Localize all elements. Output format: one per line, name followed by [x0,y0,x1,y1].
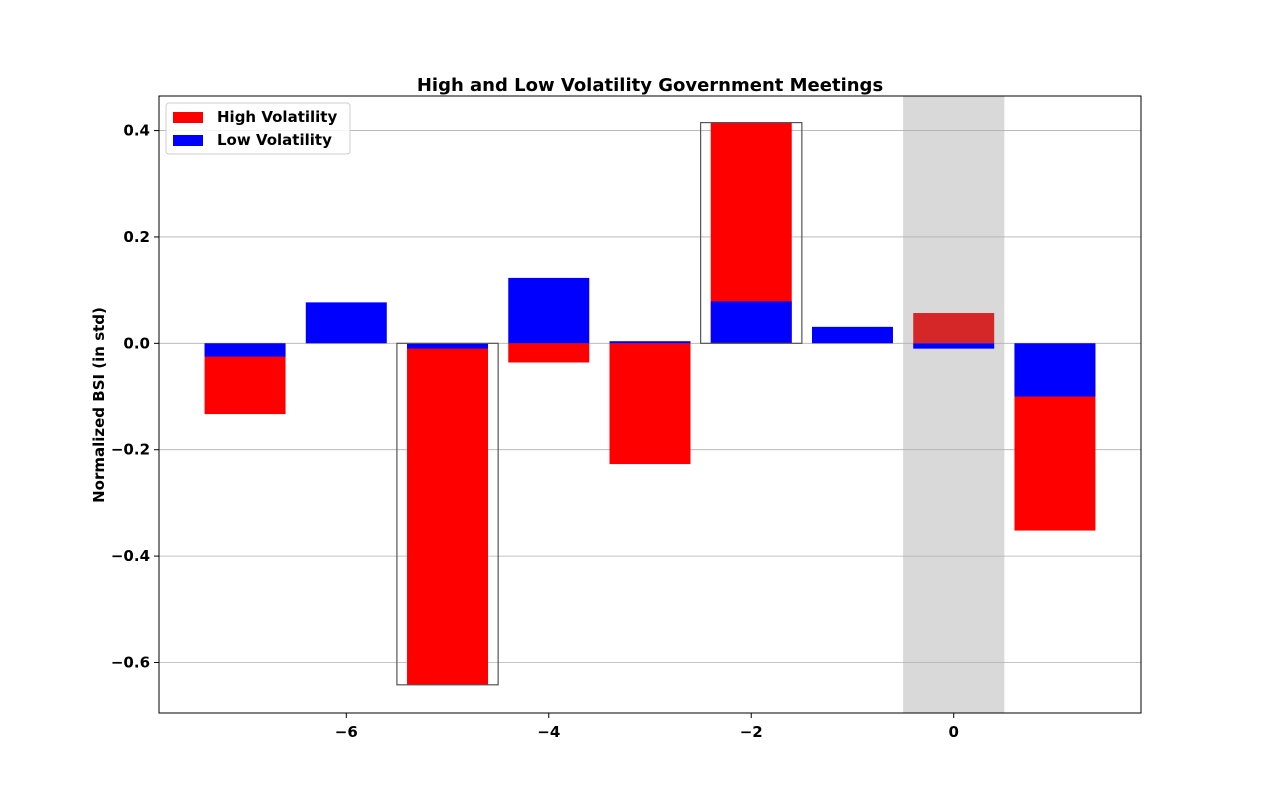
highlight-boxes [396,121,803,686]
highlight-box [396,342,499,686]
low-volatility-bar [609,341,691,344]
x-tick-label: 0 [948,723,958,741]
y-tick-label: 0.0 [123,334,150,352]
legend: High Volatility Low Volatility [165,102,351,155]
low-volatility-bar [1014,343,1096,397]
x-tick-label: −2 [740,723,763,741]
legend-swatch-high [173,112,203,123]
low-volatility-bar [913,343,995,349]
legend-swatch-low [173,135,203,146]
high-volatility-bar [609,343,691,465]
low-volatility-bar [811,326,893,344]
low-volatility-bar [407,343,489,349]
low-volatility-bar [204,343,286,357]
low-volatility-bar [305,302,387,344]
y-axis-label: Normalized BSI (in std) [90,307,108,503]
low-volatility-bar [508,277,590,344]
y-tick-label: −0.2 [111,441,150,459]
high-volatility-bar [913,313,995,344]
x-tick-label: −4 [537,723,560,741]
highlight-box [700,121,803,344]
y-tick-label: 0.4 [123,122,150,140]
legend-label-high: High Volatility [217,108,337,126]
legend-label-low: Low Volatility [217,131,332,149]
axis-ticks: −6 −4 −2 0 −0.6 −0.4 −0.2 0.0 0.2 0.4 [111,122,959,741]
high-volatility-bar [508,343,590,363]
y-tick-label: −0.6 [111,653,150,671]
chart-title: High and Low Volatility Government Meeti… [417,75,883,96]
low-volatility-bar [710,301,792,344]
legend-frame [165,102,351,155]
y-tick-label: −0.4 [111,547,150,565]
x-tick-label: −6 [335,723,358,741]
shaded-region [903,96,1005,713]
plot-frame [158,95,1142,714]
y-tick-label: 0.2 [123,228,150,246]
bars [204,122,1096,685]
high-volatility-bar [407,343,489,685]
event-window-shading [903,96,1005,713]
